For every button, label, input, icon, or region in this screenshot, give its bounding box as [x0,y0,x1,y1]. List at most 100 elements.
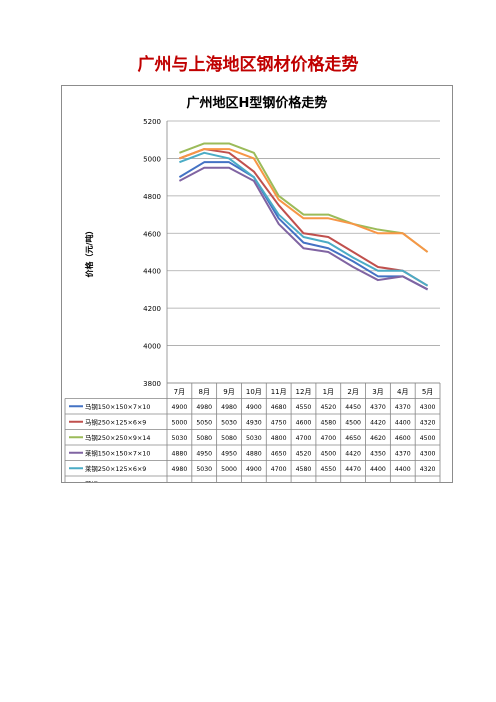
table-cell-value: 4980 [221,404,237,411]
table-cell-value: 4620 [370,435,386,442]
table-cell-value: 5080 [221,435,237,442]
y-tick-label: 4200 [143,305,161,313]
table-cell-value: 4800 [271,435,287,442]
table-cell-value: 4320 [420,466,436,473]
legend-label: 马钢250×250×9×14 [85,434,150,442]
table-cell-value: 4420 [370,419,386,426]
y-tick-label: 4000 [143,343,161,351]
table-cell-value: 4500 [345,419,361,426]
table-cell-value: 4650 [345,435,361,442]
series-line [179,148,429,253]
legend-label: 马钢150×150×7×10 [85,403,150,411]
table-cell-value: 4600 [395,435,411,442]
x-category-label: 8月 [198,388,209,396]
x-category-label: 1月 [323,388,334,396]
table-cell-value: 4520 [296,450,312,457]
y-tick-label: 4600 [143,230,161,238]
table-cell-value: 4700 [296,435,312,442]
table-cell-value: 4600 [370,481,386,482]
x-category-label: 7月 [174,388,185,396]
chart-title: 广州地区H型钢价格走势 [187,95,328,111]
table-cell-value: 4550 [296,404,312,411]
table-cell-value: 4900 [172,404,188,411]
table-cell-value: 4520 [320,404,336,411]
table-cell-value: 4320 [420,419,436,426]
table-cell-value: 4470 [345,466,361,473]
table-cell-value: 4980 [172,466,188,473]
series-line [179,142,429,253]
chart-frame: 广州地区H型钢价格走势 3800 4000 4200 4400 4600 4800 5000 5… [61,85,453,483]
x-category-label: 5月 [422,388,433,396]
series-line [178,161,429,291]
series-line [179,151,429,287]
legend-label: 莱钢250×125×6×9 [85,464,146,473]
table-cell-value: 4370 [395,450,411,457]
table-cell-value: 4650 [345,481,361,482]
table-cell-value: 5000 [246,481,262,482]
table-cell-value: 5000 [172,481,188,482]
table-cell-value: 4780 [271,481,287,482]
table-cell-value: 4950 [221,450,237,457]
table-cell-value: 5050 [196,481,212,482]
table-cell-value: 4680 [271,404,287,411]
table-cell-value: 5000 [172,419,188,426]
table-cell-value: 4500 [420,435,436,442]
y-tick-label: 3800 [143,380,161,388]
line-chart: 广州地区H型钢价格走势 3800 4000 4200 4400 4600 4800 5000 5… [64,95,441,482]
table-cell-value: 5030 [221,419,237,426]
x-category-label: 4月 [397,388,408,396]
table-cell-value: 4350 [370,450,386,457]
table-cell-value: 4880 [246,450,262,457]
y-tick-label: 4400 [143,268,161,276]
table-cell-value: 4700 [271,466,287,473]
table-cell-value: 4900 [246,466,262,473]
y-tick-label: 4800 [143,193,161,201]
table-cell-value: 4300 [420,404,436,411]
table-cell-value: 4750 [271,419,287,426]
table-cell-value: 4400 [395,466,411,473]
x-category-label: 12月 [296,388,312,396]
table-cell-value: 4900 [246,404,262,411]
x-category-label: 11月 [271,388,287,396]
table-cell-value: 4500 [320,450,336,457]
table-cell-value: 4450 [345,404,361,411]
table-cell-value: 4370 [370,404,386,411]
x-category-label: 3月 [372,388,383,396]
table-cell-value: 5030 [196,466,212,473]
y-axis-label: 价格（元/吨） [84,227,94,278]
table-cell-value: 5000 [221,466,237,473]
table-cell-value: 4370 [395,404,411,411]
table-cell-value: 4500 [420,481,436,482]
table-cell-value: 4680 [320,481,336,482]
table-cell-value: 4400 [370,466,386,473]
table-cell-value: 4930 [246,419,262,426]
table-cell-value: 4550 [320,466,336,473]
series-line [179,148,429,287]
table-cell-value: 4400 [395,419,411,426]
legend-label: 莱钢250×250×9×14 [85,479,150,482]
table-cell-value: 4650 [271,450,287,457]
table-cell-value: 5030 [246,435,262,442]
table-cell-value: 4600 [395,481,411,482]
table-cell-value: 5030 [172,435,188,442]
table-cell-value: 5050 [196,419,212,426]
x-category-label: 2月 [347,388,358,396]
y-tick-label: 5000 [143,155,161,163]
table-cell-value: 4950 [196,450,212,457]
y-tick-label: 5200 [143,118,161,126]
table-cell-value: 4420 [345,450,361,457]
table-cell-value: 4600 [296,419,312,426]
x-category-label: 9月 [223,388,234,396]
series-line [178,166,429,291]
table-cell-value: 4980 [196,404,212,411]
legend-label: 马钢250×125×6×9 [85,418,146,426]
page-title: 广州与上海地区钢材价格走势 [137,55,359,75]
table-cell-value: 4580 [320,419,336,426]
table-cell-value: 4300 [420,450,436,457]
table-cell-value: 4880 [172,450,188,457]
table-cell-value: 5050 [221,481,237,482]
legend-label: 莱钢150×150×7×10 [85,448,150,457]
x-category-label: 10月 [246,388,262,396]
table-cell-value: 5080 [196,435,212,442]
table-cell-value: 4580 [296,466,312,473]
